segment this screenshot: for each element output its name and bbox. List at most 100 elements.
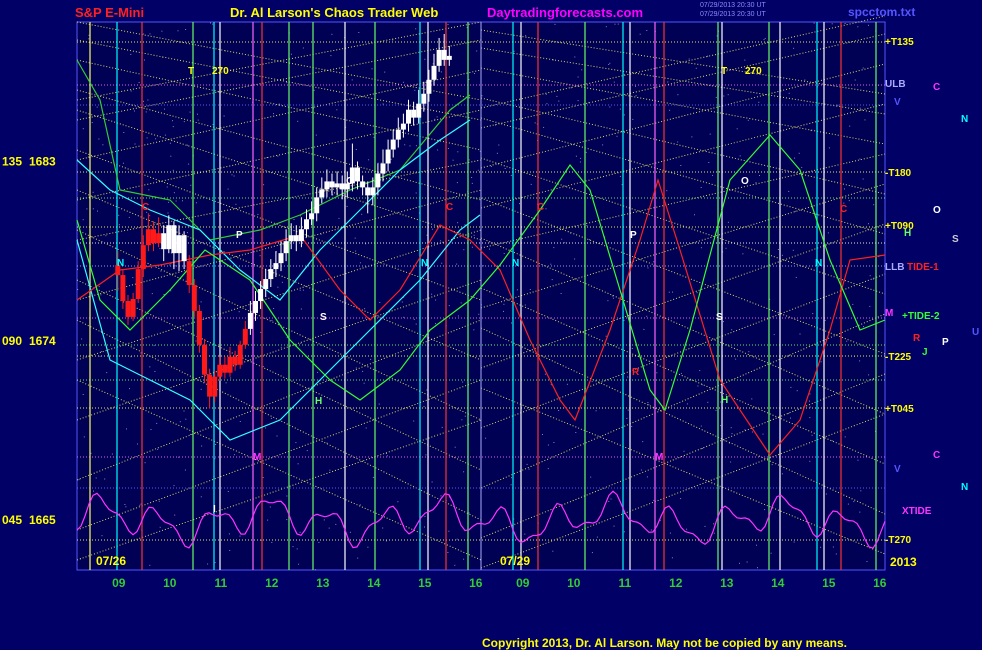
star xyxy=(212,124,214,125)
star xyxy=(457,315,459,317)
star xyxy=(762,433,764,435)
star xyxy=(361,213,363,215)
star xyxy=(82,128,84,130)
star xyxy=(524,304,526,306)
star xyxy=(847,503,849,505)
star xyxy=(179,421,181,423)
star xyxy=(386,455,388,457)
star xyxy=(401,301,403,303)
candle-body xyxy=(319,189,325,198)
star xyxy=(183,121,185,123)
star xyxy=(150,429,152,430)
star xyxy=(866,561,868,562)
star xyxy=(712,174,713,176)
star xyxy=(434,118,436,120)
cycle-letter: P xyxy=(236,230,243,241)
star xyxy=(454,564,456,566)
price-candles xyxy=(115,33,452,409)
star xyxy=(490,165,492,167)
candle-body xyxy=(145,229,151,246)
star xyxy=(530,183,532,185)
star xyxy=(616,135,618,137)
star xyxy=(820,361,822,363)
star xyxy=(759,175,760,176)
star xyxy=(545,93,547,95)
candle-body xyxy=(400,123,406,130)
star xyxy=(415,192,417,194)
star xyxy=(614,23,616,25)
star xyxy=(359,262,361,264)
star xyxy=(163,294,165,295)
star xyxy=(123,132,125,133)
star xyxy=(700,247,702,249)
star xyxy=(619,108,621,110)
star xyxy=(273,113,274,115)
star xyxy=(809,393,811,395)
star xyxy=(457,151,459,153)
star xyxy=(300,215,302,217)
star xyxy=(626,417,628,419)
star xyxy=(228,533,230,535)
star xyxy=(432,63,434,65)
website-link[interactable]: Daytradingforecasts.com xyxy=(487,5,644,20)
star xyxy=(635,95,637,97)
right-scale-label: LLB xyxy=(885,262,904,273)
star xyxy=(653,499,655,501)
star xyxy=(297,463,299,465)
candle-body xyxy=(237,344,243,365)
star xyxy=(125,506,127,508)
legend-letter: XTIDE xyxy=(902,506,932,517)
star xyxy=(271,541,273,543)
star xyxy=(415,28,417,30)
star xyxy=(122,162,124,164)
x-hour-tick: 10 xyxy=(163,576,177,590)
star xyxy=(302,47,304,49)
candle-body xyxy=(334,183,340,188)
candle-body xyxy=(339,183,345,190)
candle-body xyxy=(365,187,371,196)
star xyxy=(200,388,202,390)
turn-label: T xyxy=(188,66,194,77)
star xyxy=(210,22,211,24)
candle-body xyxy=(421,93,427,104)
legend-letter: M xyxy=(885,308,893,319)
star xyxy=(299,531,301,533)
star xyxy=(809,417,811,419)
star xyxy=(195,340,197,342)
cycle-letter: N xyxy=(512,258,519,269)
candle-body xyxy=(283,241,289,254)
star xyxy=(539,345,541,347)
star xyxy=(437,149,439,151)
diagonal-line xyxy=(76,419,482,561)
star xyxy=(519,203,520,205)
star xyxy=(643,328,645,330)
star xyxy=(260,331,262,333)
star xyxy=(278,103,280,105)
star xyxy=(266,157,268,158)
right-scale-label: -T225 xyxy=(885,352,912,363)
cycle-letter: R xyxy=(632,367,640,378)
star xyxy=(332,194,334,196)
star xyxy=(843,202,845,204)
star xyxy=(835,553,837,555)
star xyxy=(397,501,399,503)
candle-body xyxy=(278,253,284,264)
star xyxy=(130,356,132,358)
star xyxy=(359,504,361,506)
star xyxy=(659,519,661,521)
star xyxy=(476,50,478,52)
star xyxy=(90,452,92,454)
star xyxy=(667,81,669,83)
star xyxy=(355,367,357,369)
y-price-label: 1683 xyxy=(29,154,56,168)
star xyxy=(716,35,718,37)
star xyxy=(728,442,730,444)
star xyxy=(700,425,702,427)
star xyxy=(632,118,634,120)
star xyxy=(627,376,629,378)
star xyxy=(701,448,703,449)
x-hour-tick: 16 xyxy=(469,576,483,590)
star xyxy=(177,30,179,32)
star xyxy=(543,126,545,128)
star xyxy=(623,74,625,76)
